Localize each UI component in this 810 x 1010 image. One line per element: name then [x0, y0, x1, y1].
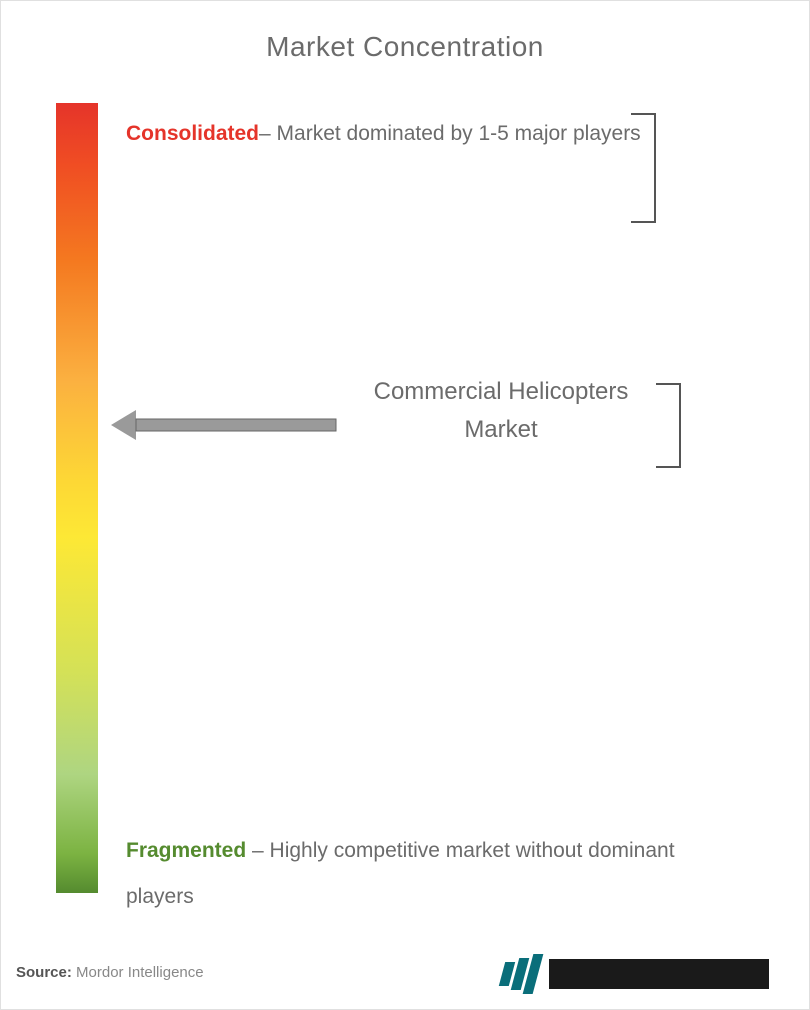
infographic-container: Market Concentration Consolidated– Marke…	[1, 1, 809, 1009]
fragmented-label: Fragmented – Highly competitive market w…	[126, 828, 726, 920]
content-area: Consolidated– Market dominated by 1-5 ma…	[41, 103, 769, 923]
market-label-box: Commercial Helicopters Market	[341, 373, 661, 450]
consolidated-label: Consolidated– Market dominated by 1-5 ma…	[126, 111, 641, 157]
market-pointer-arrow-icon	[111, 410, 341, 440]
source-value: Mordor Intelligence	[72, 964, 204, 981]
bracket-decoration-top	[631, 113, 656, 223]
market-name-line1: Commercial Helicopters	[341, 373, 661, 411]
logo-text-redacted	[549, 959, 769, 989]
market-name-line2: Market	[341, 411, 661, 449]
concentration-gradient-bar	[56, 103, 98, 893]
source-label: Source:	[16, 964, 72, 981]
source-citation: Source: Mordor Intelligence	[16, 964, 204, 981]
fragmented-highlight: Fragmented	[126, 839, 246, 862]
bracket-decoration-mid	[656, 383, 681, 468]
consolidated-description: – Market dominated by 1-5 major players	[259, 122, 641, 145]
consolidated-highlight: Consolidated	[126, 122, 259, 145]
page-title: Market Concentration	[41, 31, 769, 63]
brand-logo	[502, 954, 769, 994]
